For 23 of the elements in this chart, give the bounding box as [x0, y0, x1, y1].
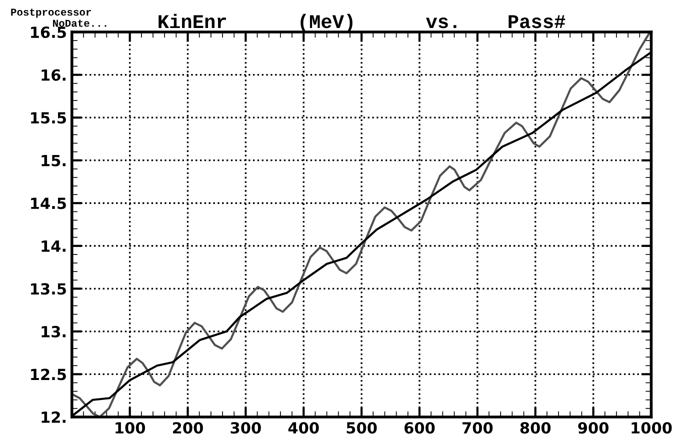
x-tick-label: 300 — [230, 422, 261, 434]
y-tick-label: 14.5 — [31, 198, 66, 210]
x-tick-label: 500 — [346, 422, 377, 434]
y-tick-label: 12.5 — [31, 368, 66, 380]
x-tick-label: 800 — [520, 422, 551, 434]
x-tick-label: 900 — [578, 422, 609, 434]
x-tick-label: 700 — [462, 422, 493, 434]
x-tick-label: 1000 — [632, 422, 672, 434]
y-tick-label: 15.5 — [31, 112, 66, 124]
text: NoDate... — [53, 20, 106, 27]
y-tick-label: 16. — [42, 69, 66, 81]
y-tick-label: 14. — [42, 240, 66, 252]
x-tick-label: 400 — [288, 422, 319, 434]
x-tick-label: 600 — [404, 422, 435, 434]
y-tick-label: 16.5 — [31, 26, 66, 38]
y-tick-label: 13. — [42, 326, 66, 338]
text: Postprocessor — [11, 8, 91, 18]
x-tick-label: 100 — [116, 422, 146, 434]
y-tick-label: 13.5 — [31, 283, 66, 295]
y-tick-label: 12. — [42, 411, 66, 423]
chart-title: KinEnr (MeV) vs. Pass# — [158, 14, 566, 32]
x-tick-label: 200 — [173, 422, 203, 434]
y-tick-label: 15. — [42, 155, 66, 166]
